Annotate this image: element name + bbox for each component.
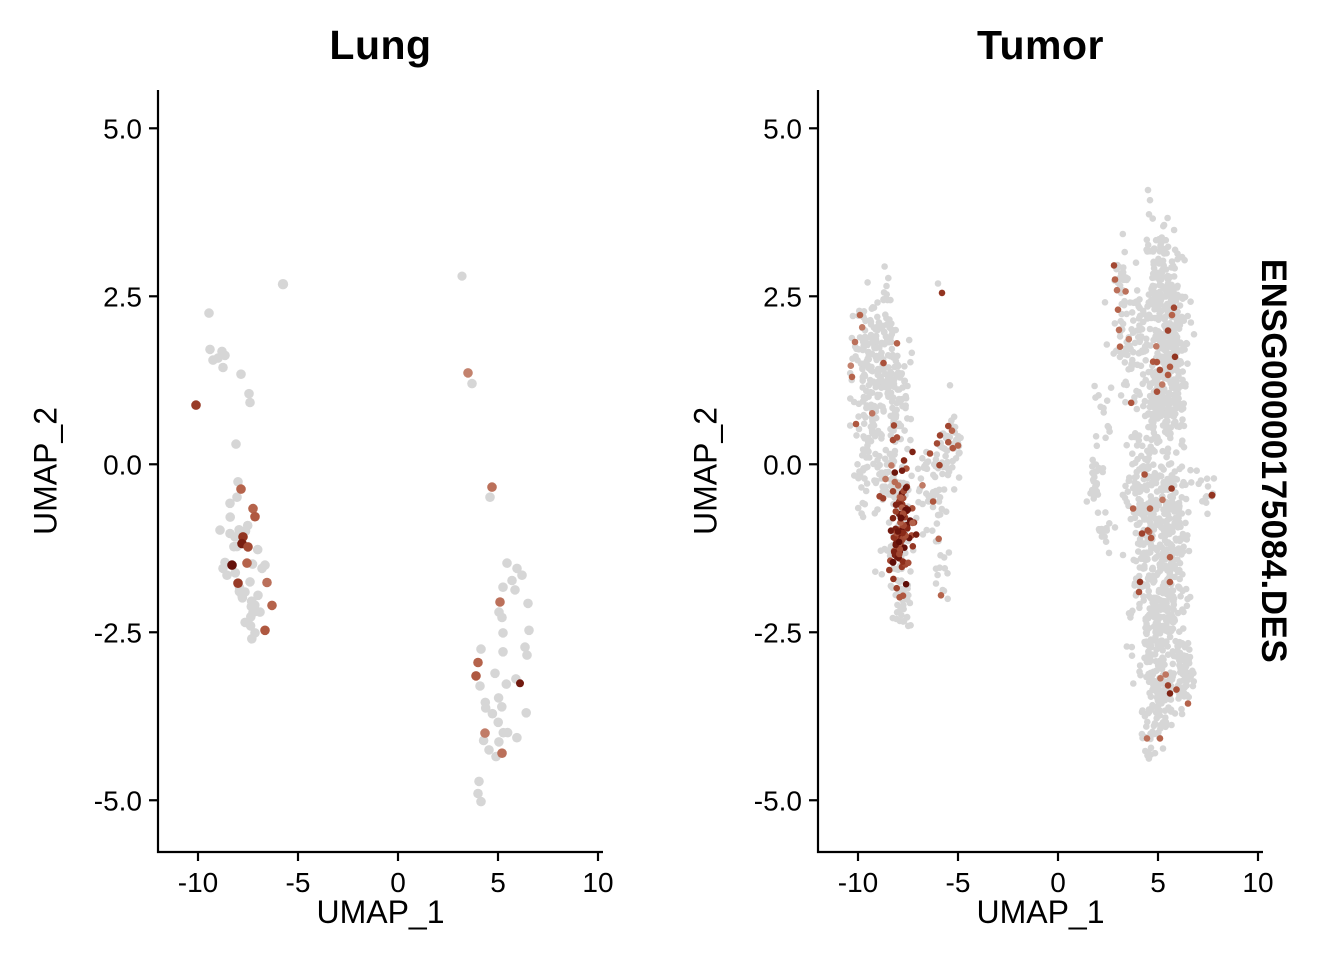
svg-text:0: 0 bbox=[390, 867, 406, 898]
y-axis-label-tumor: UMAP_2 bbox=[687, 406, 724, 536]
svg-text:10: 10 bbox=[582, 867, 613, 898]
svg-text:10: 10 bbox=[1242, 867, 1273, 898]
svg-text:-10: -10 bbox=[838, 867, 878, 898]
svg-text:-5.0: -5.0 bbox=[754, 785, 802, 816]
x-axis-label-tumor: UMAP_1 bbox=[976, 894, 1105, 930]
svg-text:-2.5: -2.5 bbox=[94, 617, 142, 648]
svg-text:-5: -5 bbox=[286, 867, 311, 898]
svg-text:2.5: 2.5 bbox=[103, 281, 142, 312]
svg-text:5: 5 bbox=[490, 867, 506, 898]
panel-axes-lung: -10 -5 0 5 10 5.0 2.5 0.0 -2.5 -5.0 bbox=[94, 90, 614, 898]
panel-points-tumor bbox=[846, 186, 1218, 762]
svg-text:-10: -10 bbox=[178, 867, 218, 898]
svg-text:5: 5 bbox=[1150, 867, 1166, 898]
svg-text:0.0: 0.0 bbox=[103, 449, 142, 480]
x-axis-label-lung: UMAP_1 bbox=[316, 894, 445, 930]
feature-gene-label: ENSG00000175084.DES bbox=[1254, 258, 1293, 664]
panel-points-lung bbox=[191, 271, 534, 807]
svg-text:-2.5: -2.5 bbox=[754, 617, 802, 648]
svg-text:0.0: 0.0 bbox=[763, 449, 802, 480]
svg-text:2.5: 2.5 bbox=[763, 281, 802, 312]
svg-text:0: 0 bbox=[1050, 867, 1066, 898]
y-axis-label-lung: UMAP_2 bbox=[27, 406, 64, 536]
panel-title-lung: Lung bbox=[329, 22, 432, 68]
panel-title-tumor: Tumor bbox=[976, 22, 1104, 68]
svg-text:5.0: 5.0 bbox=[103, 113, 142, 144]
panel-axes-tumor: -10 -5 0 5 10 5.0 2.5 0.0 -2.5 -5.0 bbox=[754, 90, 1274, 898]
svg-text:5.0: 5.0 bbox=[763, 113, 802, 144]
svg-text:-5: -5 bbox=[946, 867, 971, 898]
svg-text:-5.0: -5.0 bbox=[94, 785, 142, 816]
